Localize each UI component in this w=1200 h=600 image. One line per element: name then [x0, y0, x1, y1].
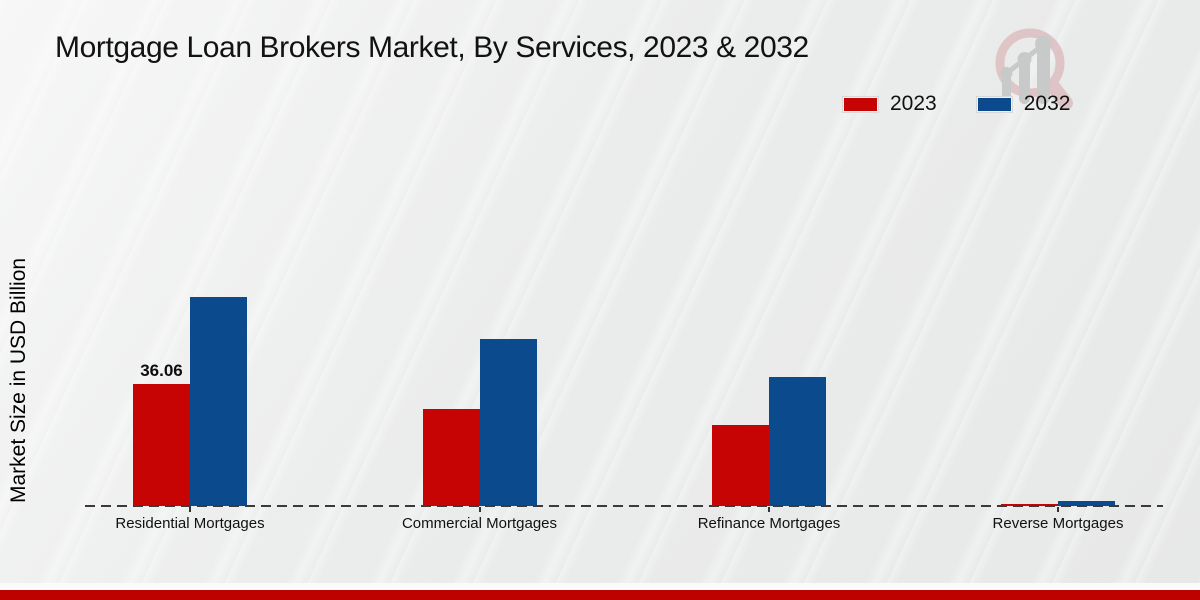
legend-swatch-2023	[843, 96, 878, 112]
x-axis-label-commercial-mortgages: Commercial Mortgages	[401, 515, 558, 532]
chart-title: Mortgage Loan Brokers Market, By Service…	[55, 31, 809, 64]
legend-label-2023: 2023	[890, 92, 937, 115]
x-axis-tick-commercial-mortgages	[478, 507, 481, 512]
bar-2032-residential-mortgages	[190, 297, 247, 506]
x-axis-label-residential-mortgages: Residential Mortgages	[115, 515, 265, 532]
x-axis-label-reverse-mortgages: Reverse Mortgages	[992, 515, 1124, 532]
bar-2023-residential-mortgages	[133, 384, 190, 506]
bar-2032-commercial-mortgages	[479, 339, 537, 506]
footer-divider	[0, 583, 1200, 590]
x-axis-tick-residential-mortgages	[189, 507, 191, 512]
x-axis-label-refinance-mortgages: Refinance Mortgages	[697, 515, 841, 532]
footer-accent-bar	[0, 590, 1200, 600]
bar-2032-refinance-mortgages	[769, 377, 826, 506]
chart-legend: 2023 2032	[843, 92, 1070, 116]
bar-2023-commercial-mortgages	[422, 409, 480, 506]
bar-value-label-2023-residential-mortgages: 36.06	[140, 361, 183, 380]
legend-label-2032: 2032	[1023, 92, 1071, 115]
x-axis-tick-reverse-mortgages	[1057, 507, 1059, 512]
legend-item-2032: 2032	[976, 92, 1071, 116]
magnifier-growth-logo-icon	[995, 28, 1073, 110]
bar-2023-refinance-mortgages	[712, 425, 769, 506]
x-axis-tick-refinance-mortgages	[768, 507, 770, 512]
bar-2032-reverse-mortgages	[1058, 501, 1115, 506]
legend-swatch-2032	[976, 96, 1012, 112]
zero-baseline	[85, 505, 1163, 507]
legend-item-2023: 2023	[843, 92, 937, 116]
